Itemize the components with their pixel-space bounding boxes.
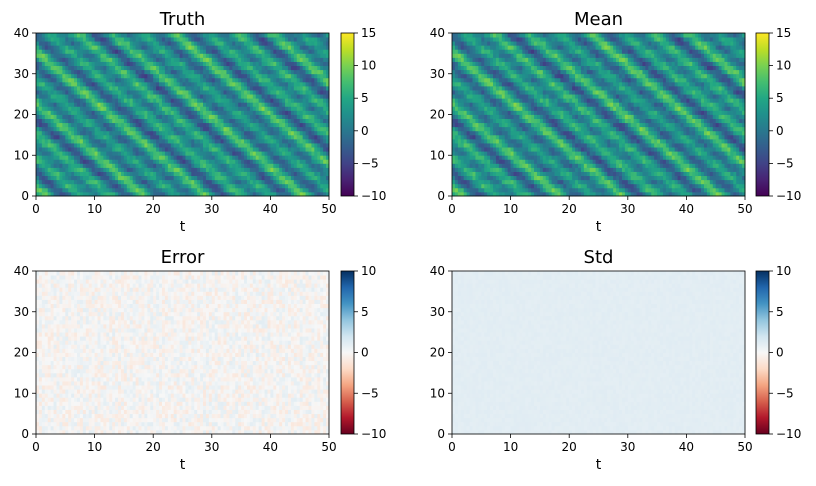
- panel-title: Mean: [574, 9, 623, 30]
- x-axis-label: t: [596, 457, 602, 473]
- colorbar-tick-label: 5: [776, 91, 784, 105]
- y-tick-label: 40: [430, 26, 445, 40]
- y-tick-label: 10: [430, 148, 445, 162]
- y-tick-label: 0: [437, 189, 445, 203]
- colorbar-tick-label: 0: [361, 346, 369, 360]
- heatmap-image: [452, 33, 746, 197]
- x-tick-label: 10: [503, 440, 518, 454]
- x-tick-label: 10: [87, 202, 102, 216]
- x-tick-label: 50: [321, 202, 336, 216]
- y-tick-label: 0: [21, 189, 29, 203]
- panel-title: Error: [161, 247, 205, 268]
- panel-std: 0 10 20 30 40 50 0 10 20 30 40 Std t −10 −5 0 5 10: [430, 247, 802, 473]
- colorbar: −10 −5 0 5 10: [340, 264, 386, 441]
- colorbar-gradient: [340, 270, 355, 435]
- colorbar-tick-label: 0: [776, 346, 784, 360]
- x-tick-label: 10: [87, 440, 102, 454]
- colorbar-gradient: [755, 32, 770, 197]
- y-tick-label: 30: [430, 67, 445, 81]
- colorbar-tick-label: −10: [361, 427, 386, 441]
- colorbar-tick-label: 15: [361, 26, 376, 40]
- x-tick-label: 0: [448, 440, 456, 454]
- colorbar: −10 −5 0 5 10: [755, 264, 801, 441]
- heatmap-image: [36, 271, 330, 435]
- colorbar-tick-label: 5: [361, 91, 369, 105]
- y-tick-label: 40: [14, 264, 29, 278]
- colorbar-tick-label: −5: [361, 156, 379, 170]
- x-tick-label: 30: [204, 202, 219, 216]
- x-tick-label: 20: [562, 202, 577, 216]
- colorbar-tick-label: 10: [361, 264, 376, 278]
- colorbar-tick-label: 10: [361, 59, 376, 73]
- x-tick-label: 0: [32, 440, 40, 454]
- x-tick-label: 50: [737, 440, 752, 454]
- y-tick-label: 20: [14, 108, 29, 122]
- panel-title: Truth: [159, 9, 206, 30]
- colorbar-tick-label: 5: [361, 305, 369, 319]
- y-tick-label: 30: [430, 305, 445, 319]
- x-tick-label: 50: [737, 202, 752, 216]
- colorbar: −10 −5 0 5 10 15: [340, 26, 386, 203]
- panel-title: Std: [584, 247, 614, 268]
- colorbar-tick-label: −10: [776, 189, 801, 203]
- y-tick-label: 10: [14, 386, 29, 400]
- y-tick-label: 10: [14, 148, 29, 162]
- x-tick-label: 50: [321, 440, 336, 454]
- colorbar-gradient: [340, 32, 355, 197]
- colorbar-tick-label: −5: [776, 156, 794, 170]
- colorbar-tick-label: −10: [776, 427, 801, 441]
- panel-truth: 0 10 20 30 40 50 0 10 20 30 40 Truth t −10 −5 0 5 10 15: [14, 9, 387, 235]
- x-axis-label: t: [180, 457, 186, 473]
- y-tick-label: 0: [437, 427, 445, 441]
- colorbar-tick-label: 5: [776, 305, 784, 319]
- x-tick-label: 40: [679, 440, 694, 454]
- x-tick-label: 20: [146, 202, 161, 216]
- colorbar-tick-label: −5: [776, 386, 794, 400]
- x-tick-label: 40: [679, 202, 694, 216]
- colorbar-tick-label: −10: [361, 189, 386, 203]
- x-axis-label: t: [180, 219, 186, 235]
- colorbar: −10 −5 0 5 10 15: [755, 26, 801, 203]
- x-tick-label: 40: [263, 440, 278, 454]
- heatmap-image: [36, 33, 330, 197]
- colorbar-tick-label: 10: [776, 59, 791, 73]
- colorbar-tick-label: 0: [361, 124, 369, 138]
- colorbar-gradient: [755, 270, 770, 435]
- x-tick-label: 10: [503, 202, 518, 216]
- x-tick-label: 30: [204, 440, 219, 454]
- x-axis-label: t: [596, 219, 602, 235]
- panel-error: 0 10 20 30 40 50 0 10 20 30 40 Error t −10 −5 0 5 10: [14, 247, 387, 473]
- colorbar-tick-label: 10: [776, 264, 791, 278]
- x-tick-label: 40: [263, 202, 278, 216]
- y-tick-label: 40: [14, 26, 29, 40]
- y-tick-label: 10: [430, 386, 445, 400]
- x-tick-label: 30: [620, 202, 635, 216]
- x-tick-label: 20: [562, 440, 577, 454]
- y-tick-label: 0: [21, 427, 29, 441]
- x-tick-label: 0: [448, 202, 456, 216]
- y-tick-label: 20: [430, 346, 445, 360]
- colorbar-tick-label: 0: [776, 124, 784, 138]
- y-tick-label: 20: [14, 346, 29, 360]
- x-tick-label: 0: [32, 202, 40, 216]
- x-tick-label: 30: [620, 440, 635, 454]
- y-tick-label: 40: [430, 264, 445, 278]
- colorbar-tick-label: −5: [361, 386, 379, 400]
- panel-mean: 0 10 20 30 40 50 0 10 20 30 40 Mean t −10 −5 0 5 10 15: [430, 9, 802, 235]
- heatmap-image: [452, 271, 746, 435]
- y-tick-label: 30: [14, 67, 29, 81]
- y-tick-label: 30: [14, 305, 29, 319]
- y-tick-label: 20: [430, 108, 445, 122]
- colorbar-tick-label: 15: [776, 26, 791, 40]
- x-tick-label: 20: [146, 440, 161, 454]
